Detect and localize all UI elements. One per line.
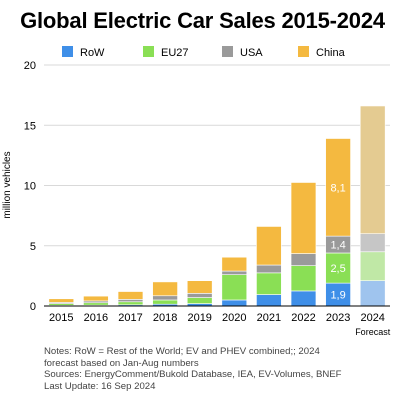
legend-label-row: RoW bbox=[80, 47, 105, 59]
x-tick-label: 2015 bbox=[49, 312, 73, 324]
bar-segment-china bbox=[48, 298, 75, 303]
data-labels: 1,9 2,5 1,4 8,1 bbox=[330, 182, 345, 301]
legend: RoW EU27 USA China bbox=[62, 46, 346, 59]
bar-segment-eu27 bbox=[152, 299, 178, 305]
x-tick-label: 2021 bbox=[257, 312, 281, 324]
legend-swatch-china bbox=[298, 46, 309, 57]
y-tick-label: 0 bbox=[30, 301, 36, 313]
legend-swatch-eu27 bbox=[143, 46, 154, 57]
legend-label-eu27: EU27 bbox=[161, 47, 189, 59]
axes: 0 5 10 15 20 2015 2016 2017 2018 2019 2020 2021 2022… bbox=[24, 60, 391, 337]
x-tick-label: 2018 bbox=[153, 312, 177, 324]
bar-segment-china bbox=[359, 105, 386, 235]
x-tick-label: 2016 bbox=[84, 312, 108, 324]
x-tick-label: 2024 bbox=[360, 312, 384, 324]
legend-swatch-usa bbox=[222, 46, 233, 57]
x-tick-label: 2022 bbox=[291, 312, 315, 324]
y-tick-label: 15 bbox=[24, 120, 36, 132]
y-tick-label: 5 bbox=[30, 241, 36, 253]
legend-label-usa: USA bbox=[240, 47, 263, 59]
note-line: Notes: RoW = Rest of the World; EV and P… bbox=[44, 346, 320, 357]
bar-segment-china bbox=[152, 281, 178, 297]
legend-label-china: China bbox=[316, 47, 346, 59]
legend-swatch-row bbox=[62, 46, 73, 57]
bars bbox=[48, 105, 386, 307]
bar-segment-usa bbox=[117, 299, 144, 303]
bar-segment-row bbox=[221, 299, 248, 307]
x-tick-label: 2019 bbox=[187, 312, 211, 324]
bar-segment-usa bbox=[221, 270, 248, 275]
x-tick-label: 2017 bbox=[118, 312, 142, 324]
bar-segment-eu27 bbox=[290, 265, 317, 292]
x-tick-label: 2023 bbox=[326, 312, 350, 324]
bar-segment-row bbox=[256, 294, 282, 307]
y-axis-label: million vehicles bbox=[2, 151, 13, 218]
bar-segment-usa bbox=[359, 233, 386, 253]
bar-segment-usa bbox=[290, 253, 317, 266]
data-label: 8,1 bbox=[330, 182, 345, 194]
y-tick-label: 20 bbox=[24, 60, 36, 72]
chart-title: Global Electric Car Sales 2015-2024 bbox=[20, 8, 385, 33]
bar-segment-china bbox=[290, 182, 317, 254]
bar-segment-china bbox=[256, 226, 282, 266]
bar-segment-usa bbox=[256, 264, 282, 274]
bar-segment-eu27 bbox=[83, 302, 109, 306]
stacked-bar-chart: RoW EU27 USA China 1,92,51,48,1 05101520201… bbox=[2, 46, 391, 337]
note-line: Sources: EnergyComment/Bukold Database, … bbox=[44, 369, 342, 381]
bar-segment-eu27 bbox=[359, 251, 386, 281]
bar-segment-eu27 bbox=[256, 272, 282, 295]
notes-block: Notes: RoW = Rest of the World; EV and P… bbox=[44, 346, 342, 392]
bar-segment-row bbox=[359, 280, 386, 307]
data-label: 1,9 bbox=[330, 290, 345, 302]
y-tick-label: 10 bbox=[24, 181, 36, 193]
note-line: Last Update: 16 Sep 2024 bbox=[44, 380, 156, 392]
bar-segment-china bbox=[186, 280, 213, 294]
bar-segment-eu27 bbox=[186, 297, 213, 304]
data-label: 2,5 bbox=[330, 263, 345, 275]
bar-segment-eu27 bbox=[221, 274, 248, 301]
bar-segment-usa bbox=[186, 293, 213, 298]
forecast-label: Forecast bbox=[355, 327, 391, 337]
bar-segment-eu27 bbox=[325, 252, 351, 284]
x-tick-label: 2020 bbox=[222, 312, 246, 324]
note-line: forecast based on Jan-Aug numbers bbox=[44, 357, 199, 369]
bar-segment-china bbox=[325, 138, 351, 237]
bar-segment-row bbox=[290, 290, 317, 307]
bar-segment-china bbox=[221, 256, 248, 272]
data-label: 1,4 bbox=[330, 240, 345, 252]
bar-segment-china bbox=[83, 295, 109, 302]
bar-segment-eu27 bbox=[117, 301, 144, 306]
bar-segment-china bbox=[117, 291, 144, 300]
bar-segment-usa bbox=[152, 295, 178, 301]
